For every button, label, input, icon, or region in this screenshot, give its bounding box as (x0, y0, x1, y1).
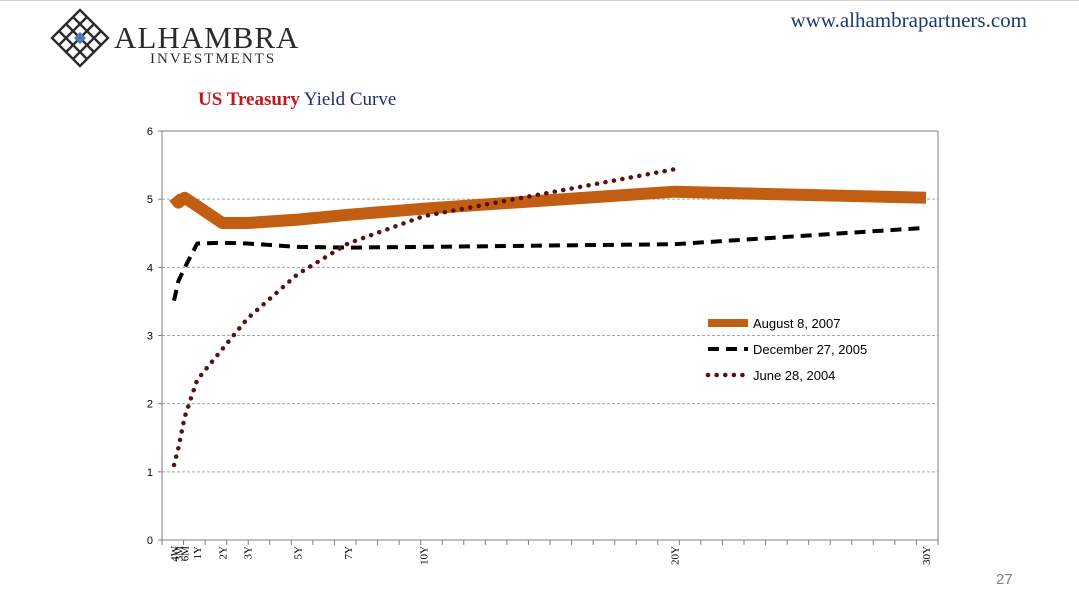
y-tick-label: 5 (147, 194, 153, 206)
x-tick-label: 6M (180, 546, 192, 562)
chart-title: US Treasury Yield Curve (198, 89, 396, 111)
legend-label-2: December 27, 2005 (753, 342, 867, 357)
website-url: www.alhambrapartners.com (790, 8, 1027, 32)
chart-title-part2: Yield Curve (303, 89, 397, 110)
y-tick-label: 0 (147, 535, 153, 547)
x-tick-label: 2Y (217, 546, 229, 560)
y-tick-label: 4 (147, 262, 153, 274)
series-line-3 (171, 166, 677, 468)
x-tick-label: 3Y (242, 546, 254, 560)
logo-subtitle: INVESTMENTS (150, 51, 277, 67)
y-tick-label: 3 (147, 331, 153, 343)
y-tick-label: 1 (147, 467, 153, 479)
y-tick-label: 2 (147, 399, 153, 411)
x-tick-label: 3M (173, 546, 185, 562)
series-line-1 (169, 185, 927, 229)
x-tick-label: 5Y (293, 546, 305, 560)
x-tick-label: 10Y (418, 546, 430, 565)
legend-label-3: June 28, 2004 (753, 368, 835, 383)
top-divider (0, 0, 1079, 1)
y-tick-label: 6 (147, 126, 153, 138)
x-tick-label: 4W (169, 545, 181, 562)
series-line-2 (172, 225, 927, 302)
alhambra-logo: ALHAMBRA INVESTMENTS (50, 8, 320, 70)
x-tick-label: 1Y (192, 546, 204, 560)
x-tick-label: 7Y (343, 546, 355, 560)
x-tick-label: 30Y (921, 546, 933, 565)
page-number: 27 (996, 571, 1013, 588)
legend-label-1: August 8, 2007 (753, 316, 840, 331)
chart-title-part1: US Treasury (198, 89, 300, 110)
diamond-lattice-icon (50, 8, 110, 68)
x-tick-label: 20Y (670, 546, 682, 565)
logo-name: ALHAMBRA (114, 20, 300, 55)
